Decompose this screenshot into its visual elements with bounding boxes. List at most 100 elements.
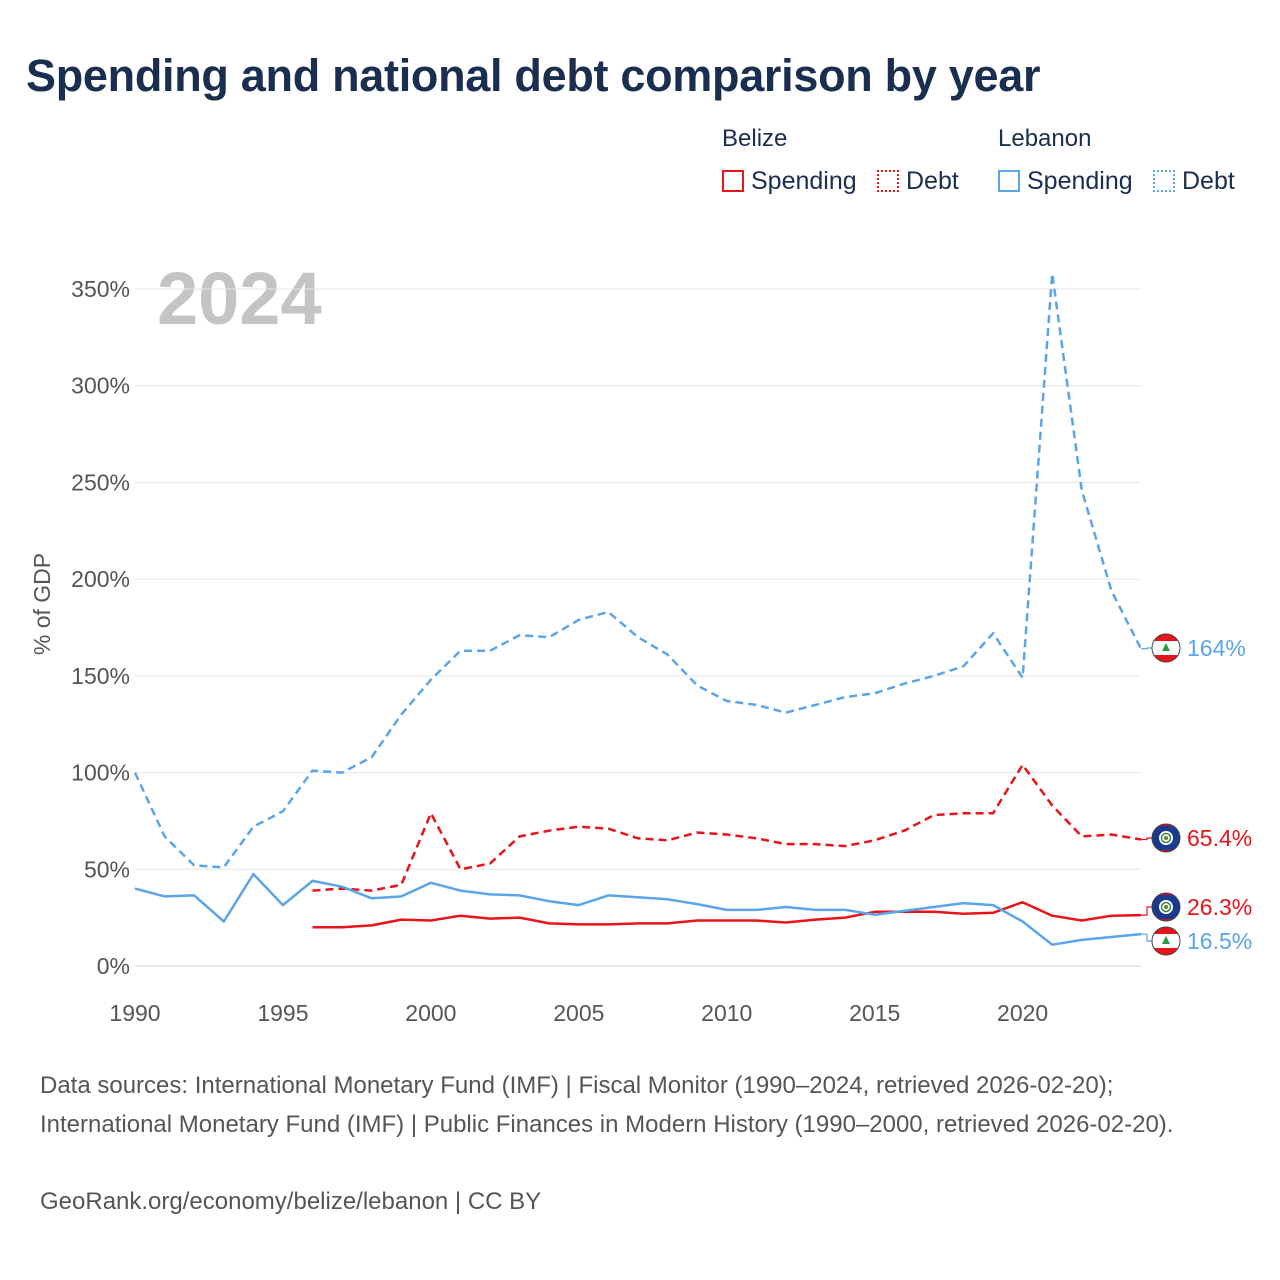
data-point-belize-spending-2012[interactable]: [781, 917, 791, 927]
data-point-belize-debt-2019[interactable]: [988, 808, 998, 818]
legend-item-lebanon-debt[interactable]: Debt: [1153, 167, 1235, 195]
data-point-lebanon-spending-2014[interactable]: [840, 905, 850, 915]
data-point-belize-spending-2006[interactable]: [603, 919, 613, 929]
data-point-lebanon-debt-2006[interactable]: [603, 607, 613, 617]
data-point-belize-spending-1996[interactable]: [308, 922, 318, 932]
data-point-lebanon-debt-1992[interactable]: [189, 860, 199, 870]
data-point-lebanon-debt-2005[interactable]: [574, 615, 584, 625]
data-point-lebanon-debt-1999[interactable]: [396, 710, 406, 720]
data-point-lebanon-spending-2021[interactable]: [1047, 940, 1057, 950]
attribution-link[interactable]: GeoRank.org/economy/belize/lebanon | CC …: [40, 1188, 542, 1215]
data-point-belize-debt-2007[interactable]: [633, 833, 643, 843]
data-point-lebanon-spending-2006[interactable]: [603, 890, 613, 900]
data-point-belize-spending-2023[interactable]: [1106, 911, 1116, 921]
data-point-belize-debt-2012[interactable]: [781, 839, 791, 849]
legend-item-belize-debt[interactable]: Debt: [877, 167, 959, 195]
data-point-lebanon-spending-1997[interactable]: [337, 882, 347, 892]
data-point-belize-debt-2017[interactable]: [929, 810, 939, 820]
data-point-belize-spending-1998[interactable]: [367, 920, 377, 930]
data-point-belize-debt-2014[interactable]: [840, 841, 850, 851]
data-point-belize-spending-2002[interactable]: [485, 914, 495, 924]
data-point-lebanon-debt-2023[interactable]: [1106, 586, 1116, 596]
data-point-belize-spending-2020[interactable]: [1018, 897, 1028, 907]
data-point-belize-debt-2018[interactable]: [958, 808, 968, 818]
data-point-lebanon-debt-1997[interactable]: [337, 768, 347, 778]
data-point-lebanon-spending-2007[interactable]: [633, 892, 643, 902]
data-point-lebanon-debt-1991[interactable]: [160, 831, 170, 841]
data-point-lebanon-spending-2009[interactable]: [692, 899, 702, 909]
data-point-belize-spending-2005[interactable]: [574, 919, 584, 929]
data-point-lebanon-spending-2002[interactable]: [485, 889, 495, 899]
data-point-lebanon-debt-2014[interactable]: [840, 692, 850, 702]
legend-item-belize-spending[interactable]: Spending: [722, 167, 857, 195]
data-point-lebanon-spending-2010[interactable]: [722, 905, 732, 915]
data-point-belize-spending-2000[interactable]: [426, 916, 436, 926]
data-point-lebanon-spending-2023[interactable]: [1106, 932, 1116, 942]
data-point-lebanon-spending-2018[interactable]: [958, 898, 968, 908]
data-point-lebanon-spending-2001[interactable]: [455, 886, 465, 896]
data-point-belize-spending-1997[interactable]: [337, 922, 347, 932]
data-point-lebanon-debt-2017[interactable]: [929, 671, 939, 681]
data-point-lebanon-spending-2011[interactable]: [751, 905, 761, 915]
data-point-lebanon-spending-1998[interactable]: [367, 893, 377, 903]
data-point-belize-spending-2001[interactable]: [455, 911, 465, 921]
series-line-belize-debt[interactable]: [312, 763, 1142, 892]
data-point-lebanon-debt-2021[interactable]: [1047, 269, 1057, 279]
data-point-belize-debt-1996[interactable]: [308, 886, 318, 896]
data-point-lebanon-debt-2007[interactable]: [633, 632, 643, 642]
data-point-belize-debt-2020[interactable]: [1018, 760, 1028, 770]
data-point-lebanon-debt-2004[interactable]: [544, 632, 554, 642]
data-point-lebanon-spending-2016[interactable]: [899, 906, 909, 916]
data-point-lebanon-debt-2018[interactable]: [958, 661, 968, 671]
data-point-belize-debt-2003[interactable]: [515, 831, 525, 841]
data-point-belize-spending-2011[interactable]: [751, 916, 761, 926]
data-point-belize-debt-2023[interactable]: [1106, 829, 1116, 839]
data-point-lebanon-spending-2015[interactable]: [870, 910, 880, 920]
data-point-belize-spending-2003[interactable]: [515, 913, 525, 923]
data-point-belize-debt-2021[interactable]: [1047, 800, 1057, 810]
data-point-lebanon-debt-1996[interactable]: [308, 766, 318, 776]
data-point-lebanon-debt-2009[interactable]: [692, 681, 702, 691]
data-point-belize-debt-2001[interactable]: [455, 864, 465, 874]
data-point-belize-debt-2015[interactable]: [870, 835, 880, 845]
data-point-lebanon-debt-2010[interactable]: [722, 696, 732, 706]
data-point-lebanon-spending-2008[interactable]: [663, 894, 673, 904]
data-point-lebanon-spending-1994[interactable]: [248, 869, 258, 879]
data-point-belize-spending-2013[interactable]: [811, 915, 821, 925]
data-point-lebanon-debt-1994[interactable]: [248, 822, 258, 832]
data-point-belize-debt-2006[interactable]: [603, 824, 613, 834]
data-point-lebanon-debt-2000[interactable]: [426, 675, 436, 685]
data-point-lebanon-debt-2001[interactable]: [455, 646, 465, 656]
data-point-belize-debt-2009[interactable]: [692, 828, 702, 838]
data-point-belize-spending-1999[interactable]: [396, 915, 406, 925]
legend-item-lebanon-spending[interactable]: Spending: [998, 167, 1133, 195]
data-point-belize-debt-2022[interactable]: [1077, 831, 1087, 841]
data-point-lebanon-spending-1992[interactable]: [189, 890, 199, 900]
data-point-lebanon-spending-1990[interactable]: [130, 884, 140, 894]
data-point-lebanon-spending-2000[interactable]: [426, 878, 436, 888]
data-point-lebanon-debt-1993[interactable]: [219, 862, 229, 872]
data-point-lebanon-spending-1996[interactable]: [308, 876, 318, 886]
data-point-lebanon-debt-2002[interactable]: [485, 646, 495, 656]
data-point-belize-spending-2022[interactable]: [1077, 916, 1087, 926]
data-point-belize-spending-2010[interactable]: [722, 916, 732, 926]
data-point-lebanon-debt-1998[interactable]: [367, 752, 377, 762]
data-point-lebanon-debt-2019[interactable]: [988, 628, 998, 638]
data-point-belize-debt-1999[interactable]: [396, 880, 406, 890]
data-point-belize-spending-2008[interactable]: [663, 918, 673, 928]
data-point-belize-spending-2021[interactable]: [1047, 911, 1057, 921]
data-point-belize-debt-2010[interactable]: [722, 829, 732, 839]
data-point-lebanon-spending-2019[interactable]: [988, 900, 998, 910]
data-point-belize-spending-2009[interactable]: [692, 916, 702, 926]
data-point-lebanon-debt-2022[interactable]: [1077, 485, 1087, 495]
data-point-lebanon-debt-1990[interactable]: [130, 768, 140, 778]
data-point-lebanon-spending-1995[interactable]: [278, 900, 288, 910]
data-point-lebanon-spending-1993[interactable]: [219, 917, 229, 927]
data-point-belize-debt-2000[interactable]: [426, 808, 436, 818]
data-point-lebanon-spending-2012[interactable]: [781, 902, 791, 912]
data-point-belize-spending-2018[interactable]: [958, 909, 968, 919]
data-point-lebanon-debt-2020[interactable]: [1018, 673, 1028, 683]
data-point-belize-debt-2016[interactable]: [899, 826, 909, 836]
data-point-lebanon-debt-1995[interactable]: [278, 806, 288, 816]
data-point-belize-debt-2011[interactable]: [751, 833, 761, 843]
